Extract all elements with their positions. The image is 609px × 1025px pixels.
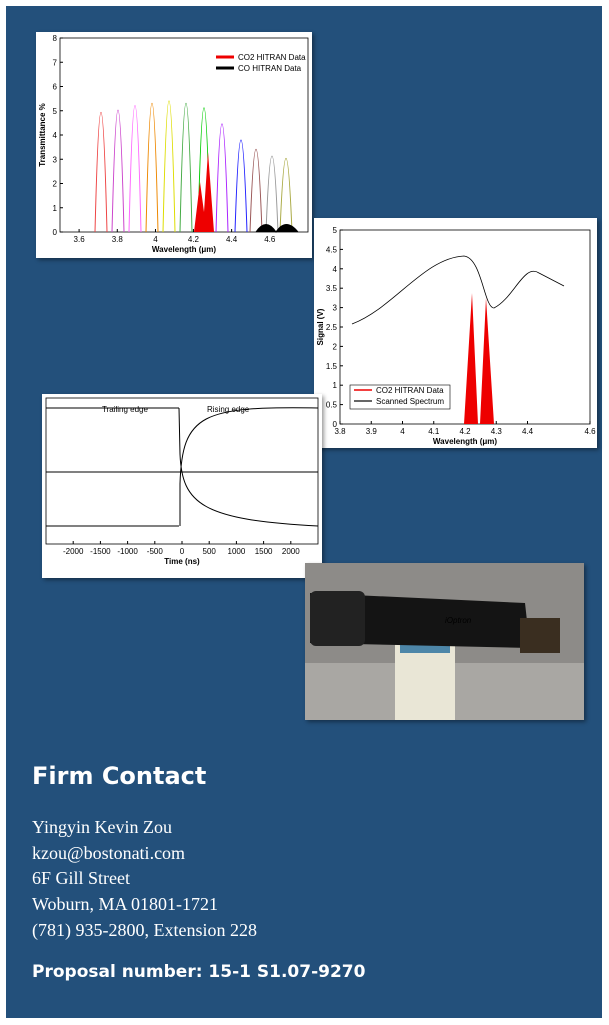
y-tick-label: 2.5: [326, 323, 338, 332]
y-tick-label: 5: [53, 107, 58, 116]
x-axis-label: Wavelength (μm): [152, 245, 216, 254]
x-tick-label: 0: [180, 547, 185, 556]
x-axis-label: Wavelength (μm): [433, 437, 497, 446]
y-tick-label: 4: [53, 131, 58, 140]
legend-label: CO2 HITRAN Data: [238, 53, 306, 62]
curve: [352, 256, 564, 324]
y-tick-label: 2: [53, 180, 58, 189]
x-tick-label: 4.2: [188, 235, 200, 244]
x-tick-label: 4: [153, 235, 158, 244]
curve: [266, 156, 278, 232]
x-tick-label: 4.4: [522, 427, 534, 436]
legend-label: CO HITRAN Data: [238, 64, 302, 73]
y-tick-label: 2: [333, 342, 338, 351]
curve: [129, 106, 141, 233]
y-tick-label: 1: [53, 204, 58, 213]
photo-label: iOptron: [445, 616, 472, 625]
figure: -2000 -1500 -1000 -500 0 500 1000 1500 2000 Time …: [42, 394, 322, 578]
x-axis-label: Time (ns): [164, 557, 200, 566]
y-tick-label: 8: [53, 34, 58, 43]
contact-line: Woburn, MA 01801-1721: [32, 894, 218, 915]
curve: [180, 103, 192, 232]
x-tick-label: 1000: [228, 547, 246, 556]
x-tick-label: 4: [400, 427, 405, 436]
curve: [216, 124, 228, 232]
contact-line: (781) 935-2800, Extension 228: [32, 920, 257, 941]
y-tick-label: 0.5: [326, 401, 338, 410]
curve: [194, 152, 214, 232]
annotation: Trailing edge: [102, 405, 149, 414]
curve: [112, 110, 124, 232]
curve: [464, 293, 494, 424]
heading: Firm Contact: [32, 762, 206, 790]
curve: [46, 408, 318, 526]
proposal: Proposal number: 15-1 S1.07-9270: [32, 962, 365, 982]
figure: 3.6 3.8 4 4.2 4.4 4.6 Wavelength (μm) 0 1 2 3 4 5 6 7 8…: [36, 32, 312, 258]
y-tick-label: 5: [333, 226, 338, 235]
x-tick-label: 4.3: [491, 427, 503, 436]
y-tick-label: 0: [53, 228, 58, 237]
x-tick-label: 4.4: [226, 235, 238, 244]
page: {"figures":[ {"y_label":"Transmittance %…: [0, 0, 609, 1025]
curve: [250, 149, 262, 232]
photo: iOptron: [305, 563, 584, 720]
y-axis-label: Transmittance %: [38, 103, 47, 167]
curve: [95, 112, 107, 232]
y-tick-label: 3.5: [326, 284, 338, 293]
contact-line: Yingyin Kevin Zou: [32, 817, 172, 838]
x-tick-label: 500: [203, 547, 217, 556]
contact-line: kzou@bostonati.com: [32, 843, 185, 864]
x-tick-label: -500: [147, 547, 164, 556]
x-tick-label: 4.2: [459, 427, 471, 436]
curve: [163, 101, 175, 232]
y-tick-label: 3: [53, 155, 58, 164]
x-tick-label: 3.8: [112, 235, 124, 244]
y-axis-label: Signal (V): [316, 308, 325, 345]
curve: [146, 103, 158, 232]
x-tick-label: -2000: [63, 547, 84, 556]
x-tick-label: 3.9: [366, 427, 378, 436]
y-tick-label: 6: [53, 83, 58, 92]
y-tick-label: 4: [333, 265, 338, 274]
x-tick-label: -1500: [90, 547, 111, 556]
y-tick-label: 7: [53, 58, 58, 67]
x-tick-label: -1000: [117, 547, 138, 556]
x-tick-label: 2000: [282, 547, 300, 556]
y-tick-label: 3: [333, 304, 338, 313]
y-tick-label: 1.5: [326, 362, 338, 371]
x-tick-label: 4.6: [264, 235, 276, 244]
x-tick-label: 3.6: [74, 235, 86, 244]
y-tick-label: 0: [333, 420, 338, 429]
curve: [280, 158, 292, 232]
legend-label: CO2 HITRAN Data: [376, 386, 444, 395]
x-tick-label: 4.1: [428, 427, 440, 436]
y-tick-label: 4.5: [326, 245, 338, 254]
contact-line: 6F Gill Street: [32, 868, 130, 889]
x-tick-label: 1500: [255, 547, 273, 556]
curve: [235, 140, 247, 232]
curve: [256, 225, 298, 233]
x-tick-label: 4.6: [584, 427, 596, 436]
legend-label: Scanned Spectrum: [376, 397, 444, 406]
y-tick-label: 1: [333, 381, 338, 390]
